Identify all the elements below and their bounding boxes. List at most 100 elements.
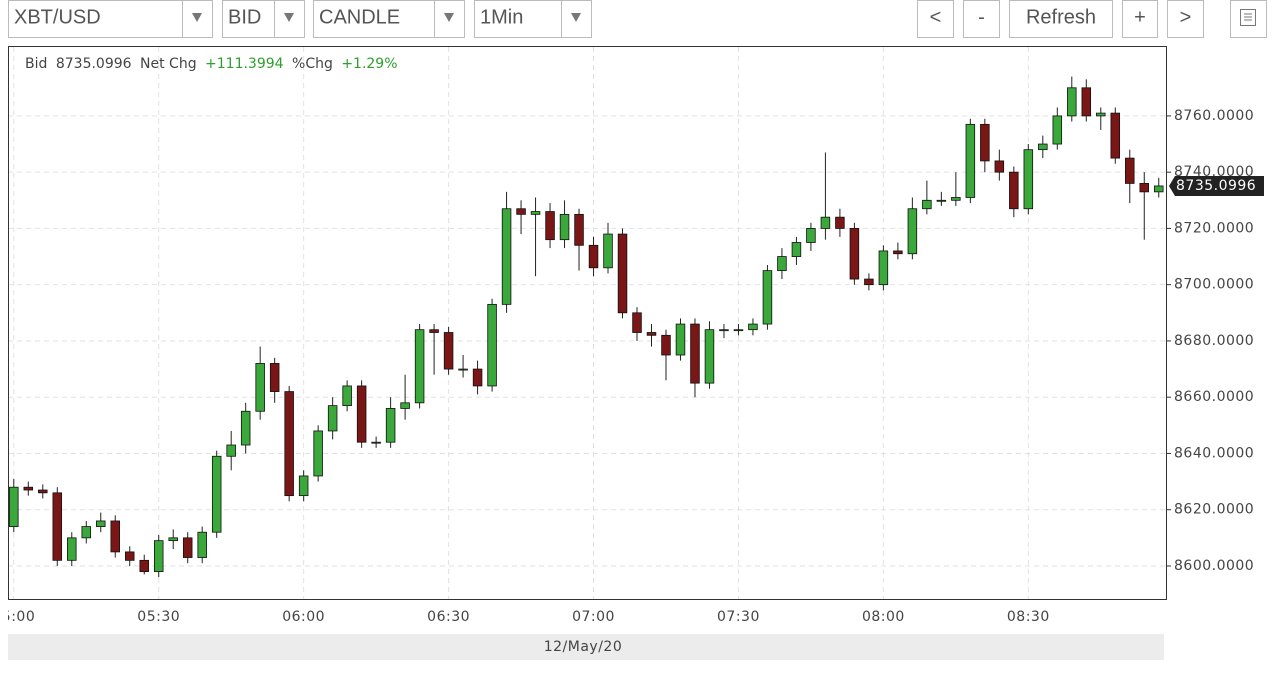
last-price-tag [1169,175,1264,196]
style-text: CANDLE [319,6,400,28]
header-line: Bid 8735.0996 Net Chg +111.3994 %Chg +1.… [25,56,398,72]
candle-body [980,123,990,162]
candle-body [23,486,34,491]
candle-body [1081,87,1092,117]
candle-body [617,233,628,314]
candle-body [820,216,831,229]
candle-body [864,278,874,286]
candle-body [1154,185,1164,193]
button-label: - [978,6,985,28]
candle-body [675,323,686,356]
x-tick-label: 05:30 [137,609,180,625]
x-tick-label: 05:00 [0,609,35,625]
candle-body [327,405,338,432]
candle-body [690,323,700,384]
candle-body [719,329,729,332]
candle-body [501,208,512,305]
candle-body [1009,171,1019,210]
candle-body [893,250,903,255]
candle-body [936,199,947,202]
y-tick-label: 8680.0000 [1174,333,1254,349]
plot-frame [8,46,1167,600]
bid-label: Bid [25,56,47,72]
pct-chg-value: +1.29% [341,56,397,72]
candle-body [878,250,889,286]
symbol-text: XBT/USD [14,6,101,28]
candle-body [96,520,106,527]
side-text: BID [228,6,261,28]
candle-body [240,410,251,446]
candle-body [67,537,77,561]
candle-body [443,332,454,370]
candle-body [342,385,352,407]
candle-body [298,475,309,497]
candle-body [806,228,816,243]
side-select[interactable] [222,0,305,38]
candle-body [632,312,642,333]
net-chg-value: +111.3994 [205,56,284,72]
button-label: + [1134,6,1146,28]
candle-body [153,540,164,572]
symbol-select[interactable] [8,0,213,38]
button[interactable] [917,0,954,38]
candle-body [1125,157,1135,184]
button[interactable] [1167,0,1204,38]
last-price-label: 8735.0996 [1176,178,1256,194]
candle-body [313,430,323,477]
y-tick-label: 8600.0000 [1174,558,1254,574]
date-bar [8,634,1164,660]
candle-body [965,123,976,198]
x-tick-label: 06:00 [282,609,325,625]
candle-body [1096,112,1106,117]
candle-body [733,329,744,332]
button-label: > [1180,6,1192,28]
candle-body [545,211,555,241]
style-select[interactable] [313,0,465,38]
candle-body [269,363,280,392]
candle-body [414,329,425,404]
x-tick-label: 08:00 [862,609,905,625]
y-tick-label: 8620.0000 [1174,502,1254,518]
button-label: < [930,6,942,28]
candle-body [588,244,599,269]
candle-body [284,391,294,497]
x-tick-label: 06:30 [427,609,470,625]
candle-body [849,228,860,280]
y-tick-label: 8760.0000 [1174,108,1254,124]
x-tick-label: 07:00 [572,609,615,625]
candle-body [52,492,63,561]
candle-body [110,520,120,553]
candle-body [487,303,497,387]
candle-body [429,329,439,333]
candle-body [226,444,236,457]
candle-body [704,329,715,384]
table-button[interactable] [1230,0,1267,38]
interval-text: 1Min [480,6,523,28]
candle-body [81,526,92,539]
candle-body [255,363,265,412]
candle-body [791,242,802,257]
button[interactable] [963,0,1000,38]
pct-chg-label: %Chg [292,56,333,72]
candle-body [197,531,207,558]
candle-body [835,216,845,229]
candle-body [385,408,396,443]
candle-body [922,199,932,210]
candle-body [371,441,381,444]
candle-body [124,551,135,561]
bid-value: 8735.0996 [56,56,132,72]
candle-body [559,213,570,241]
button-label: Refresh [1026,6,1096,28]
interval-select[interactable] [474,0,592,38]
candle-body [994,160,1005,173]
button[interactable] [1122,0,1158,38]
table-icon [1240,9,1256,26]
candle-body [356,385,367,443]
button[interactable] [1009,0,1113,38]
candle-body [1139,183,1150,193]
candle-body [168,537,178,542]
candle-body [603,233,613,269]
candle-body [1038,143,1048,151]
candle-body [38,489,48,494]
